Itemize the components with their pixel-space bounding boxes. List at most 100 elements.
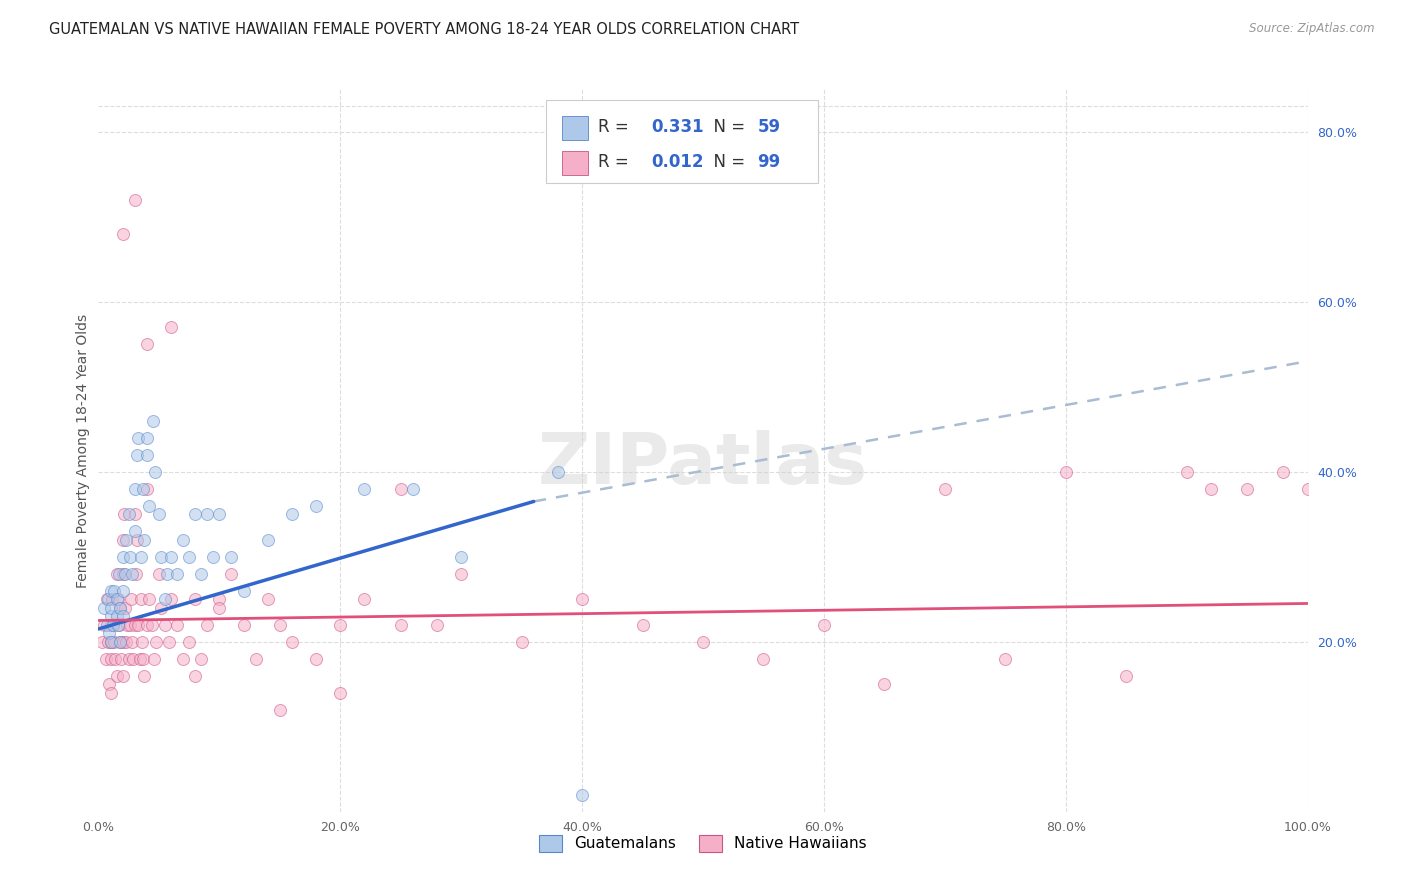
- Point: [108, 634, 131, 648]
- Point: [96, 592, 118, 607]
- Point: [148, 566, 170, 581]
- Point: [124, 617, 146, 632]
- Point: [115, 533, 138, 547]
- Point: [100, 583, 122, 598]
- Point: [121, 634, 143, 648]
- Point: [93, 600, 115, 615]
- Point: [141, 617, 163, 632]
- Point: [256, 592, 278, 607]
- Point: [134, 669, 156, 683]
- Point: [402, 482, 425, 496]
- Point: [1296, 482, 1319, 496]
- Point: [256, 533, 278, 547]
- Point: [107, 592, 129, 607]
- Point: [98, 626, 121, 640]
- Point: [111, 566, 134, 581]
- Point: [150, 549, 173, 564]
- Point: [101, 617, 124, 632]
- Point: [108, 600, 131, 615]
- Point: [450, 549, 472, 564]
- Point: [143, 651, 166, 665]
- Point: [135, 448, 157, 462]
- Text: N =: N =: [703, 119, 751, 136]
- Point: [135, 337, 157, 351]
- Point: [97, 592, 120, 607]
- Point: [118, 651, 141, 665]
- Point: [100, 634, 122, 648]
- Point: [571, 788, 593, 802]
- Point: [692, 634, 714, 648]
- Point: [353, 482, 375, 496]
- Text: 0.331: 0.331: [651, 119, 703, 136]
- Point: [269, 703, 291, 717]
- Point: [107, 617, 129, 632]
- Point: [108, 617, 131, 632]
- Text: 59: 59: [758, 119, 780, 136]
- Text: GUATEMALAN VS NATIVE HAWAIIAN FEMALE POVERTY AMONG 18-24 YEAR OLDS CORRELATION C: GUATEMALAN VS NATIVE HAWAIIAN FEMALE POV…: [49, 22, 800, 37]
- Point: [208, 507, 231, 521]
- Point: [100, 600, 122, 615]
- Point: [221, 566, 243, 581]
- Point: [105, 566, 128, 581]
- Point: [96, 617, 118, 632]
- Text: R =: R =: [598, 153, 634, 171]
- Point: [153, 592, 176, 607]
- Text: ZIPatlas: ZIPatlas: [538, 431, 868, 500]
- Y-axis label: Female Poverty Among 18-24 Year Olds: Female Poverty Among 18-24 Year Olds: [76, 313, 90, 588]
- Point: [1054, 465, 1077, 479]
- Point: [329, 686, 352, 700]
- Point: [1272, 465, 1295, 479]
- Point: [111, 227, 134, 241]
- Point: [329, 617, 352, 632]
- Point: [184, 507, 207, 521]
- Point: [571, 592, 593, 607]
- Text: 99: 99: [758, 153, 780, 171]
- Point: [166, 566, 188, 581]
- Point: [132, 651, 155, 665]
- Point: [127, 533, 149, 547]
- Point: [108, 600, 131, 615]
- Point: [127, 448, 149, 462]
- Point: [994, 651, 1017, 665]
- Point: [108, 634, 131, 648]
- Point: [269, 617, 291, 632]
- Point: [122, 651, 145, 665]
- Point: [111, 634, 134, 648]
- Point: [172, 533, 194, 547]
- Point: [111, 583, 134, 598]
- Point: [142, 414, 165, 428]
- Point: [172, 651, 194, 665]
- Point: [105, 609, 128, 624]
- Point: [389, 617, 412, 632]
- Point: [138, 499, 160, 513]
- Point: [184, 669, 207, 683]
- Point: [184, 592, 207, 607]
- Point: [132, 482, 155, 496]
- Point: [103, 634, 125, 648]
- Point: [129, 549, 152, 564]
- Point: [202, 549, 225, 564]
- Point: [110, 651, 132, 665]
- Point: [150, 600, 173, 615]
- Point: [157, 634, 180, 648]
- Point: [125, 566, 148, 581]
- Point: [124, 507, 146, 521]
- Point: [129, 592, 152, 607]
- Point: [934, 482, 956, 496]
- Point: [105, 592, 128, 607]
- Point: [510, 634, 533, 648]
- Point: [813, 617, 835, 632]
- Point: [135, 617, 157, 632]
- Bar: [561, 151, 588, 175]
- Point: [190, 651, 212, 665]
- Point: [305, 499, 328, 513]
- Point: [145, 634, 167, 648]
- Point: [208, 592, 231, 607]
- FancyBboxPatch shape: [546, 100, 818, 183]
- Point: [138, 592, 160, 607]
- Point: [128, 651, 150, 665]
- Point: [127, 431, 149, 445]
- Point: [111, 609, 134, 624]
- Point: [148, 507, 170, 521]
- Point: [118, 549, 141, 564]
